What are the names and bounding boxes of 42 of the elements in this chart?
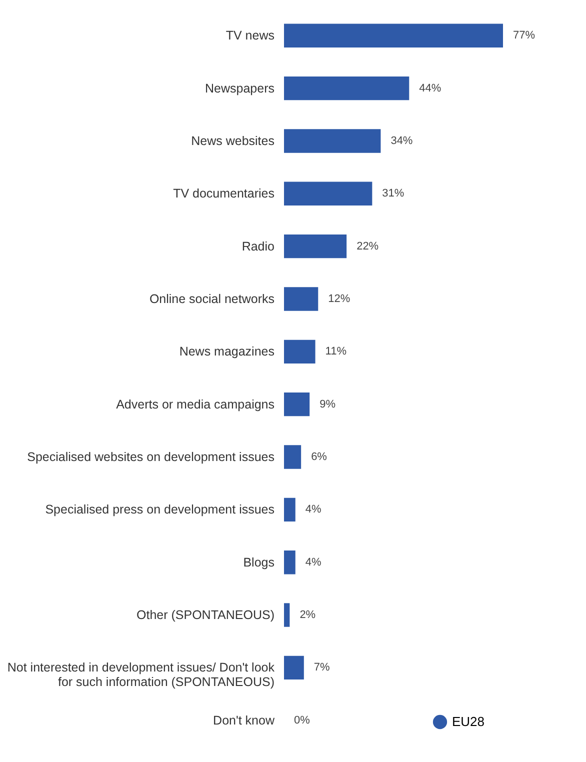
y-tick-label: Not interested in development issues/ Don't look for such information (SPONTANEOUS): [7, 660, 276, 690]
y-tick-label: Specialised press on development issues: [45, 502, 274, 517]
y-tick-label: Specialised websites on development issues: [27, 450, 274, 464]
y-tick-label: News magazines: [179, 344, 274, 359]
bar: [284, 340, 316, 364]
data-label: 34%: [390, 134, 413, 147]
data-label: 0%: [294, 714, 310, 726]
y-tick-label: TV news: [226, 28, 274, 43]
y-tick-label: TV documentaries: [173, 186, 274, 201]
bar: [284, 24, 503, 48]
data-label: 7%: [314, 662, 330, 674]
data-label: 2%: [300, 609, 316, 622]
data-label: 77%: [513, 30, 536, 42]
bar: [284, 234, 347, 258]
y-tick-label: Online social networks: [149, 292, 274, 306]
y-tick-label: Radio: [242, 239, 275, 254]
data-label: 44%: [419, 82, 442, 94]
bar: [284, 498, 296, 522]
bar: [284, 182, 372, 206]
legend-label: EU28: [452, 714, 485, 729]
data-label: 31%: [382, 188, 404, 200]
data-label: 4%: [305, 556, 322, 568]
data-label: 22%: [356, 240, 379, 252]
bar: [284, 392, 310, 416]
data-label: 4%: [305, 504, 322, 516]
data-label: 9%: [320, 398, 336, 410]
bar: [284, 129, 381, 153]
bar: [284, 656, 304, 680]
y-tick-label: Blogs: [243, 555, 274, 570]
bar: [284, 445, 302, 469]
y-tick-label: Newspapers: [205, 81, 274, 96]
bar: [284, 287, 318, 311]
data-label: 12%: [328, 292, 350, 305]
y-tick-label: Don't know: [213, 713, 276, 728]
data-label: 11%: [325, 346, 347, 358]
data-label: 6%: [311, 451, 328, 464]
bar: [284, 603, 290, 627]
y-tick-label: News websites: [191, 134, 274, 148]
y-tick-label: Other (SPONTANEOUS): [136, 608, 274, 622]
bar: [284, 550, 296, 574]
y-tick-label: Adverts or media campaigns: [116, 397, 274, 412]
bar: [284, 76, 410, 100]
